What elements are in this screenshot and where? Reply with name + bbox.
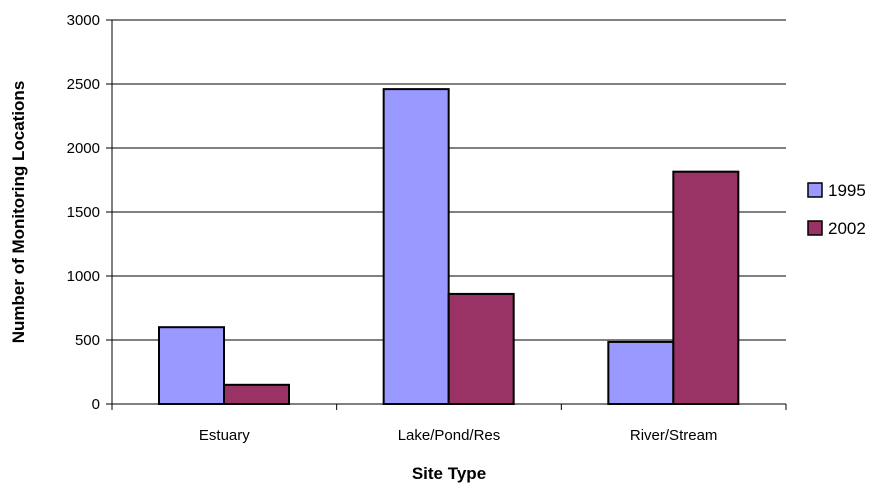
bar-2002-lake-pond-res bbox=[447, 292, 515, 406]
x-tick-label: Estuary bbox=[199, 427, 250, 444]
x-tick-label: River/Stream bbox=[630, 427, 718, 444]
y-tick-label: 1000 bbox=[67, 268, 100, 285]
y-tick-label: 2000 bbox=[67, 140, 100, 157]
y-axis-title: Number of Monitoring Locations bbox=[9, 81, 28, 344]
legend-label: 1995 bbox=[828, 181, 866, 200]
y-tick-label: 500 bbox=[75, 332, 100, 349]
bar-1995-estuary bbox=[158, 326, 225, 406]
bar-1995-river-stream bbox=[607, 340, 675, 406]
legend-label: 2002 bbox=[828, 219, 866, 238]
bar-2002-river-stream bbox=[672, 170, 740, 405]
legend: 1995 2002 bbox=[807, 181, 866, 238]
bar-1995-lake-pond-res bbox=[382, 88, 450, 406]
bars bbox=[158, 88, 740, 406]
x-axis-title: Site Type bbox=[412, 464, 486, 483]
axes: 0 500 1000 1500 2000 2500 3000 Estuary Lake/Pond… bbox=[67, 12, 787, 444]
y-tick-label: 1500 bbox=[67, 204, 100, 221]
axis-labels: Site Type Number of Monitoring Locations bbox=[9, 81, 486, 483]
legend-swatch bbox=[807, 182, 823, 198]
bar-2002-estuary bbox=[223, 383, 290, 405]
x-tick-label: Lake/Pond/Res bbox=[398, 427, 501, 444]
y-tick-label: 3000 bbox=[67, 12, 100, 29]
y-tick-label: 2500 bbox=[67, 76, 100, 93]
y-tick-label: 0 bbox=[92, 396, 100, 413]
legend-swatch bbox=[807, 220, 823, 236]
